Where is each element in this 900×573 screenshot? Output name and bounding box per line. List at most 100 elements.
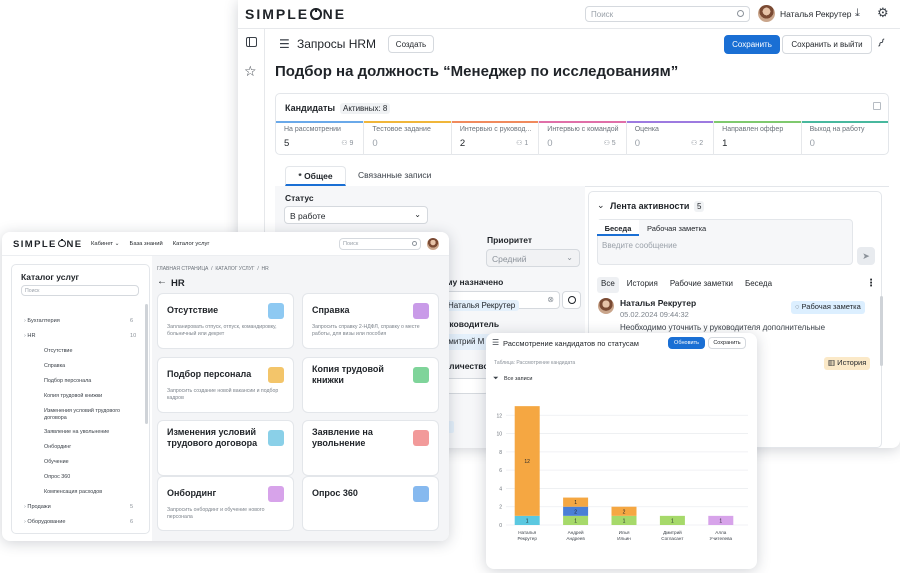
stage-item[interactable]: Тестовое задание 0 ⚇ [363, 121, 451, 155]
tree-count: 6 [130, 318, 134, 324]
bar-segment [514, 406, 540, 516]
user-avatar[interactable] [427, 238, 439, 250]
activity-filter[interactable]: Беседа [744, 279, 773, 288]
tree-subitem[interactable]: Отсутствие [44, 348, 72, 354]
tab-chat[interactable]: Беседа [597, 220, 639, 236]
service-card[interactable]: Заявление на увольнение [302, 420, 439, 476]
chevron-right-icon: › [24, 504, 28, 510]
status-select[interactable]: В работе ⌄ [284, 206, 428, 224]
sidebar-search-input[interactable]: Поиск [21, 285, 139, 296]
nav-service-catalog[interactable]: Каталог услуг [172, 241, 210, 247]
chart-save-button[interactable]: Сохранить [708, 337, 746, 349]
service-card[interactable]: Отсутствие Запланировать отпуск, отпуск,… [157, 293, 294, 349]
service-card-desc: Запросить создание новой вакансии и подб… [167, 388, 279, 401]
back-arrow-icon[interactable]: ← [157, 276, 167, 287]
stage-item[interactable]: Интервью с командой 0 ⚇ 5 [538, 121, 626, 155]
stage-item[interactable]: Интервью с руковод... 2 ⚇ 1 [450, 121, 539, 155]
user-name[interactable]: Наталья Рекрутер [780, 9, 852, 19]
chevron-right-icon: › [24, 519, 28, 525]
nav-knowledge-base[interactable]: База знаний [129, 241, 163, 247]
service-card[interactable]: Подбор персонала Запросить создание ново… [157, 357, 294, 413]
tree-subitem[interactable]: Копия трудовой книжки [44, 393, 102, 399]
activity-filter[interactable]: Рабочие заметки [669, 279, 733, 288]
global-search-input[interactable]: Поиск [585, 6, 750, 22]
attachment-icon[interactable]: ⌇ [874, 35, 888, 51]
tree-subitem[interactable]: Онбординг [44, 444, 71, 450]
refresh-button[interactable]: Обновить [668, 337, 705, 349]
menu-icon[interactable]: ☰ [279, 37, 290, 51]
menu-icon[interactable]: ☰ [492, 338, 500, 347]
service-card-title: Изменения условий трудового договора [167, 427, 258, 448]
activity-filters: Все История Рабочие заметки Беседа [597, 277, 776, 293]
lookup-search-button[interactable] [562, 291, 581, 309]
assigned-field[interactable]: Наталья Рекрутер ⊗ [439, 291, 560, 311]
service-card[interactable]: Изменения условий трудового договора [157, 420, 294, 476]
service-card[interactable]: Опрос 360 [302, 476, 439, 531]
x-tick-label: Андрей [568, 529, 584, 535]
tab-work-note[interactable]: Рабочая заметка [647, 224, 707, 233]
tree-category[interactable]: › HR [24, 333, 36, 339]
star-icon[interactable]: ☆ [244, 63, 257, 79]
stage-sub-value: 2 [699, 140, 704, 147]
priority-select[interactable]: Средний ⌄ [486, 249, 580, 267]
tree-subitem[interactable]: Изменения условий трудового договора [44, 408, 124, 422]
stage-label: Интервью с командой [547, 126, 619, 133]
service-card[interactable]: Справка Запросить справку 2-НДФЛ, справк… [302, 293, 439, 349]
catalog-search-input[interactable]: Поиск [339, 238, 421, 250]
external-link-icon[interactable] [873, 102, 881, 110]
chevron-down-icon[interactable]: ⌄ [597, 200, 605, 210]
send-button[interactable]: ➤ [857, 247, 875, 265]
service-card[interactable]: Онбординг Запросить онбординг и обучение… [157, 476, 294, 531]
activity-filter[interactable]: Все [597, 277, 619, 293]
stage-item[interactable]: Направлен оффер 1 ⚇ [713, 121, 801, 155]
user-avatar[interactable] [758, 5, 775, 22]
download-icon[interactable]: ⤓ [855, 7, 860, 19]
x-tick-label: Рекрутер [518, 536, 538, 541]
tree-count: 5 [130, 504, 134, 510]
tree-subitem[interactable]: Обучение [44, 459, 69, 465]
tree-category[interactable]: › Оборудование [24, 519, 65, 525]
service-icon [413, 486, 429, 502]
tree-category[interactable]: › Продажи [24, 504, 51, 510]
tree-label: Обучение [44, 459, 69, 465]
save-button[interactable]: Сохранить [724, 35, 780, 54]
gear-icon[interactable]: ⚙ [877, 5, 889, 20]
activity-filter[interactable]: История [626, 279, 658, 288]
message-input[interactable]: Введите сообщение [602, 241, 677, 250]
simpleone-logo[interactable]: SIMPLE NE [13, 238, 83, 250]
stage-item[interactable]: На рассмотрении 5 ⚇ 9 [276, 121, 364, 155]
tree-subitem[interactable]: Компенсация расходов [44, 489, 102, 495]
chart-window: ☰ Рассмотрение кандидатов по статусам Об… [486, 333, 757, 569]
stage-sub-value: 9 [349, 140, 354, 147]
tree-subitem[interactable]: Подбор персонала [44, 378, 91, 384]
simpleone-logo[interactable]: SIMPLE NE [245, 6, 347, 22]
tree-subitem[interactable]: Опрос 360 [44, 474, 70, 480]
tab-related-records[interactable]: Связанные записи [358, 170, 432, 180]
service-card[interactable]: Копия трудовой книжки [302, 357, 439, 413]
tree-label: Изменения условий трудового договора [44, 408, 121, 421]
filter-icon[interactable]: ⏷ [493, 375, 499, 382]
tab-general[interactable]: * Общее [285, 166, 346, 186]
save-exit-button[interactable]: Сохранить и выйти [782, 35, 872, 54]
scrollbar[interactable] [880, 296, 883, 366]
tree-category[interactable]: › Бухгалтерия [24, 318, 60, 324]
tree-subitem[interactable]: Заявление на увольнение [44, 429, 109, 435]
breadcrumb[interactable]: ГЛАВНАЯ СТРАНИЦА / КАТАЛОГ УСЛУГ / HR [157, 266, 269, 272]
service-card-title: Опрос 360 [312, 488, 358, 498]
more-icon[interactable]: ⋮ [866, 278, 876, 289]
tree-subitem[interactable]: Справка [44, 363, 65, 369]
stage-item[interactable]: Оценка 0 ⚇ 2 [625, 121, 714, 155]
create-button[interactable]: Создать [388, 35, 434, 53]
sidebar-toggle-icon[interactable] [246, 37, 257, 47]
manager-field[interactable]: Дмитрий М [439, 334, 499, 350]
nav-cabinet[interactable]: Кабинет ⌄ [91, 241, 120, 247]
priority-value: Средний [492, 254, 527, 264]
sidebar-scrollbar[interactable] [145, 304, 148, 424]
active-badge: Активных: 8 [340, 103, 391, 114]
service-card-title: Подбор персонала [167, 369, 252, 379]
history-badge: ▥ История [824, 357, 871, 370]
chevron-right-icon: › [24, 318, 28, 324]
clear-icon[interactable]: ⊗ [547, 295, 554, 304]
stage-item[interactable]: Выход на работу 0 ⚇ [800, 121, 888, 155]
stage-list: На рассмотрении 5 ⚇ 9 Тестовое задание 0… [276, 121, 888, 155]
